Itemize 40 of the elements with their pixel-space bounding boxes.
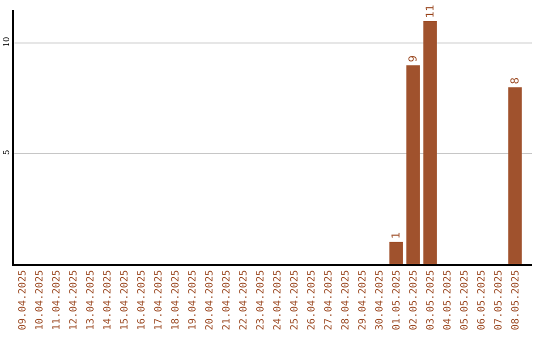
x-tick-label: 06.05.2025 (476, 270, 488, 330)
data-label: 11 (423, 4, 436, 18)
x-tick-label: 21.04.2025 (222, 270, 233, 330)
x-tick-label: 15.04.2025 (120, 270, 131, 330)
x-tick-label: 14.04.2025 (102, 270, 114, 330)
x-tick-label: 18.04.2025 (170, 270, 182, 330)
x-tick-label: 05.05.2025 (459, 270, 470, 330)
x-tick-label: 02.05.2025 (408, 270, 420, 330)
x-tick-label: 26.04.2025 (306, 270, 318, 330)
x-tick-label: 25.04.2025 (289, 270, 300, 330)
y-tick-label: 10 (2, 36, 11, 48)
x-tick-label: 04.05.2025 (442, 270, 454, 330)
bar (389, 242, 403, 264)
x-tick-label: 30.04.2025 (374, 270, 386, 330)
x-tick-label: 22.04.2025 (238, 270, 250, 330)
x-tick-label: 28.04.2025 (340, 270, 352, 330)
x-tick-label: 01.05.2025 (391, 270, 402, 330)
bar (406, 65, 420, 264)
bar (423, 21, 437, 264)
x-tick-label: 29.04.2025 (357, 270, 368, 330)
x-tick-label: 23.04.2025 (256, 270, 267, 330)
data-label: 8 (508, 77, 522, 84)
x-tick-label: 11.04.2025 (52, 270, 63, 330)
x-tick-label: 08.05.2025 (510, 270, 522, 330)
data-label: 9 (406, 55, 420, 62)
x-tick-label: 13.04.2025 (86, 270, 97, 330)
x-tick-label: 09.04.2025 (18, 270, 29, 330)
data-label: 1 (390, 232, 403, 239)
x-tick-label: 12.04.2025 (68, 270, 80, 330)
x-tick-label: 16.04.2025 (136, 270, 148, 330)
x-tick-label: 10.04.2025 (34, 270, 46, 330)
x-tick-label: 17.04.2025 (154, 270, 165, 330)
x-tick-label: 24.04.2025 (272, 270, 284, 330)
x-tick-label: 19.04.2025 (188, 270, 199, 330)
bar (508, 87, 522, 264)
x-tick-label: 20.04.2025 (204, 270, 216, 330)
y-tick-label: 5 (2, 150, 11, 155)
x-tick-label: 27.04.2025 (323, 270, 334, 330)
x-tick-label: 07.05.2025 (493, 270, 504, 330)
x-tick-label: 03.05.2025 (425, 270, 436, 330)
